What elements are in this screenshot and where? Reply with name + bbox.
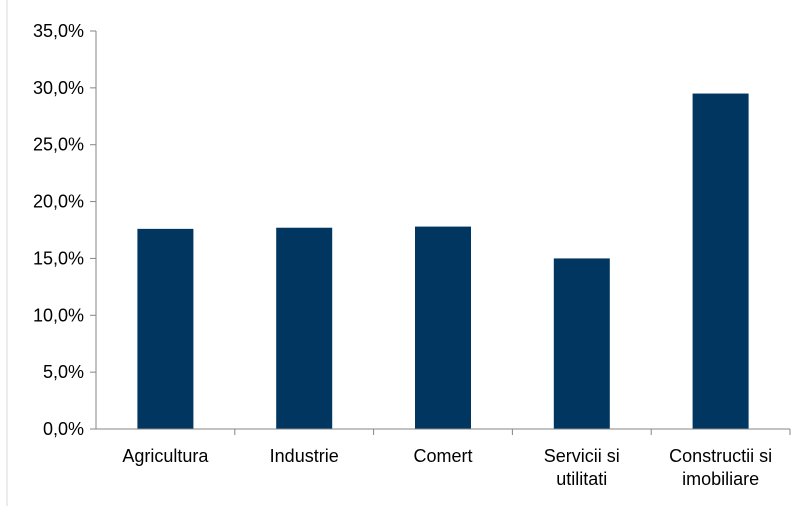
y-tick-label: 30,0%	[33, 78, 84, 98]
bar	[276, 227, 333, 429]
bars	[137, 93, 749, 430]
bar	[137, 228, 194, 429]
x-category-label: Servicii si utilitati	[544, 446, 620, 489]
y-tick-label: 5,0%	[43, 362, 84, 382]
y-tick-label: 35,0%	[33, 21, 84, 41]
x-category-label: Comert	[413, 446, 472, 466]
y-tick-label: 20,0%	[33, 192, 84, 212]
bar	[415, 226, 471, 429]
x-category-label: Agricultura	[122, 446, 209, 466]
y-tick-label: 15,0%	[33, 248, 84, 268]
x-category-label: Industrie	[270, 446, 339, 466]
y-tick-label: 25,0%	[33, 135, 84, 155]
y-tick-label: 0,0%	[43, 419, 84, 439]
y-tick-label: 10,0%	[33, 305, 84, 325]
y-axis: 0,0% 5,0% 10,0% 15,0% 20,0% 25,0% 30,0% 35,0%	[33, 21, 97, 439]
x-axis: Agricultura Industrie Comert Servicii si uti…	[96, 428, 791, 489]
x-category-label: Constructii si imobiliare	[669, 446, 772, 489]
bar	[553, 258, 610, 429]
bar	[692, 93, 749, 430]
